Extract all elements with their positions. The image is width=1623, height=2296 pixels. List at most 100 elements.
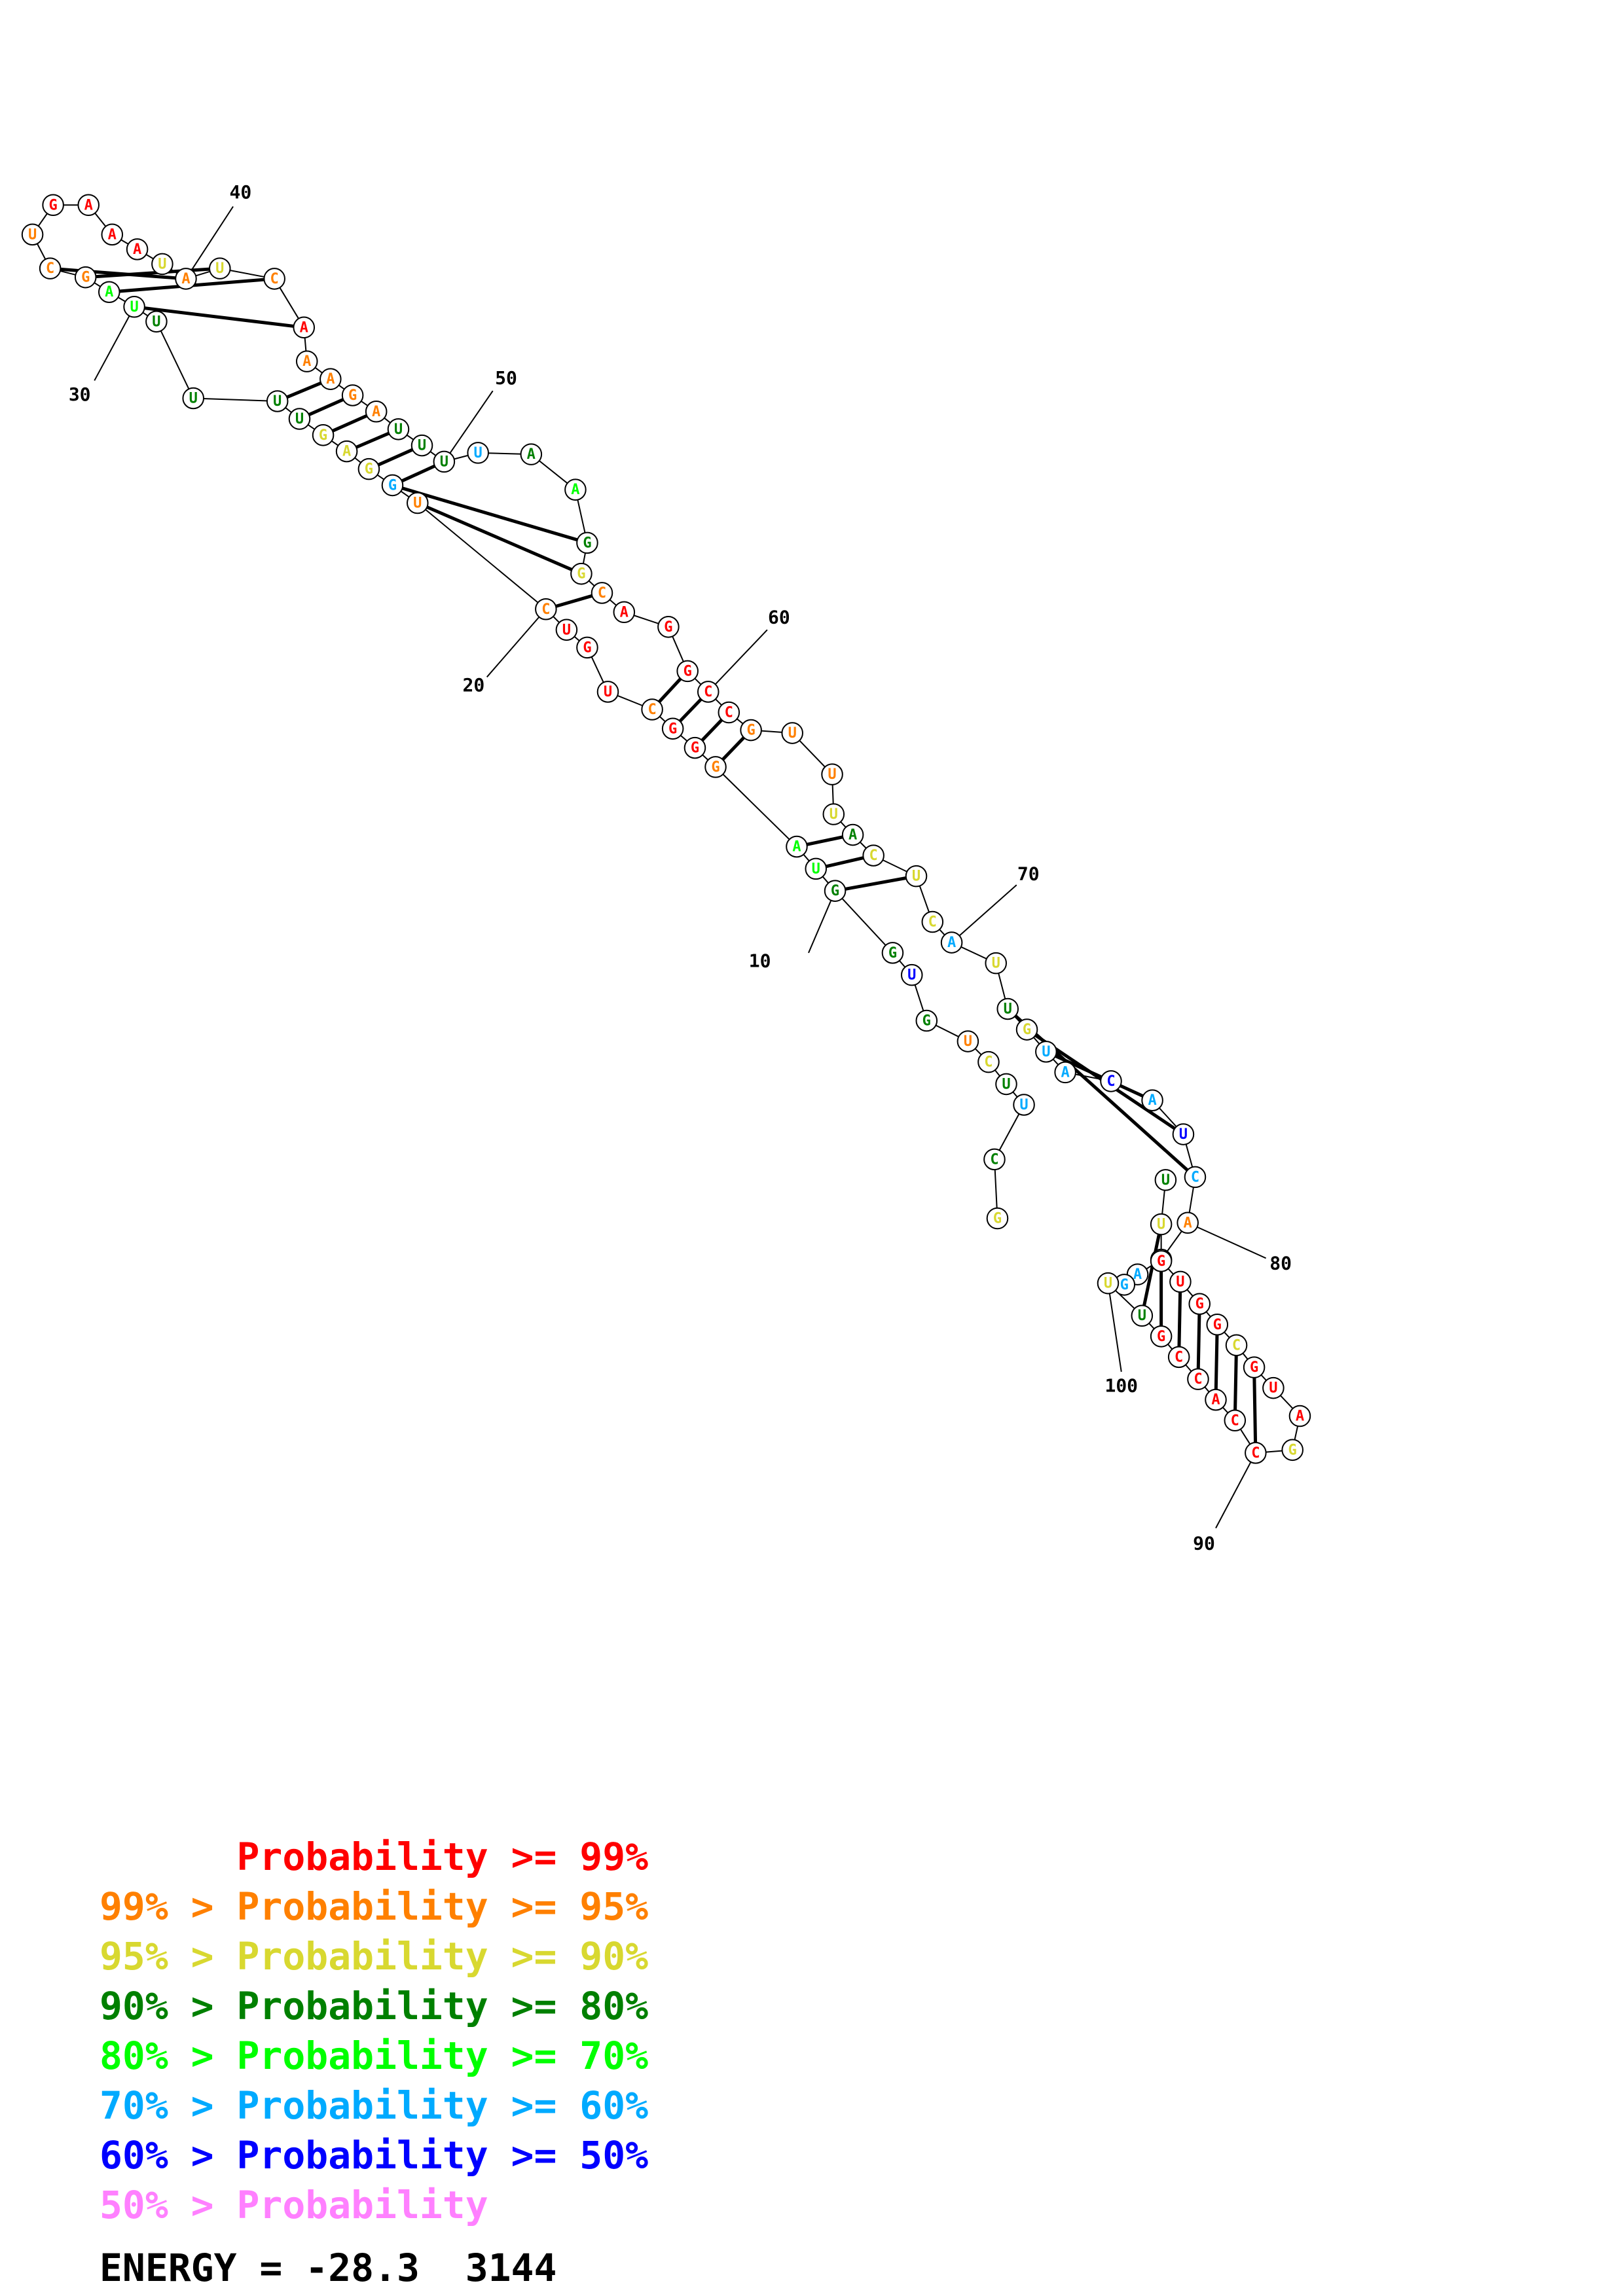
- nucleotide-letter: A: [527, 446, 536, 463]
- nucleotide-circle: [175, 268, 197, 290]
- nucleotide-64: U: [821, 763, 843, 785]
- nucleotide-74: U: [1035, 1041, 1057, 1063]
- nucleotide-circle: [704, 756, 727, 778]
- nucleotide-47: A: [365, 400, 388, 423]
- nucleotide-circle: [433, 450, 456, 473]
- base-pair-line: [134, 305, 304, 329]
- nucleotide-letter: A: [1296, 1408, 1304, 1424]
- nucleotide-circle: [786, 835, 808, 858]
- nucleotide-letter: G: [348, 387, 357, 404]
- nucleotide-circle: [957, 1030, 979, 1052]
- nucleotide-letter: U: [788, 725, 797, 742]
- nucleotide-letter: U: [828, 766, 836, 783]
- nucleotide-letter: G: [319, 427, 327, 444]
- nucleotide-26: U: [288, 408, 311, 430]
- nucleotide-letter: U: [907, 967, 916, 984]
- nucleotide-94: U: [1262, 1376, 1285, 1399]
- nucleotide-39: U: [151, 253, 173, 276]
- nucleotide-letter: A: [342, 444, 351, 460]
- nucleotide-letter: A: [372, 404, 380, 420]
- nucleotide-circle: [684, 736, 706, 759]
- nucleotide-96: C: [1225, 1334, 1248, 1357]
- nucleotide-1: G: [986, 1207, 1009, 1230]
- nucleotide-letter: G: [81, 270, 90, 286]
- nucleotide-55: G: [570, 562, 593, 585]
- nucleotide-circle: [718, 701, 740, 724]
- position-tick: [1187, 1222, 1267, 1259]
- nucleotide-letter: A: [105, 284, 113, 300]
- nucleotide-letter: U: [130, 299, 138, 315]
- nucleotide-98: G: [1188, 1293, 1211, 1315]
- nucleotide-77: A: [1141, 1089, 1163, 1111]
- nucleotide-circle: [822, 803, 845, 825]
- nucleotide-letter: U: [1019, 1097, 1028, 1113]
- nucleotide-circle: [613, 601, 636, 624]
- nucleotide-circle: [293, 316, 316, 339]
- nucleotide-85: U: [1131, 1304, 1154, 1327]
- nucleotide-67: C: [862, 844, 884, 867]
- nucleotide-circle: [209, 257, 231, 279]
- nucleotide-6: U: [957, 1030, 979, 1052]
- position-tick: [443, 390, 494, 462]
- position-tick: [808, 890, 836, 954]
- nucleotide-circle: [266, 390, 289, 412]
- nucleotide-24: A: [335, 440, 358, 463]
- backbone-segment: [834, 890, 894, 954]
- nucleotide-letter: C: [869, 848, 878, 864]
- nucleotide-letter: U: [964, 1033, 972, 1050]
- backbone-segment: [155, 321, 194, 399]
- nucleotide-circle: [381, 474, 404, 497]
- base-pair-line: [1177, 1282, 1182, 1357]
- nucleotide-letter: C: [1251, 1445, 1260, 1462]
- nucleotide-100: G: [1150, 1250, 1173, 1272]
- nucleotide-87: C: [1167, 1346, 1190, 1369]
- nucleotide-letter: C: [647, 702, 656, 718]
- nucleotide-circle: [98, 281, 120, 303]
- nucleotide-letter: C: [725, 705, 733, 721]
- nucleotide-letter: G: [993, 1211, 1002, 1227]
- nucleotide-circle: [985, 952, 1007, 975]
- nucleotide-42: C: [263, 268, 285, 290]
- nucleotide-29: U: [145, 310, 168, 333]
- nucleotide-letter: G: [583, 535, 591, 551]
- position-tick: [1107, 1283, 1122, 1372]
- nucleotide-circle: [182, 387, 205, 410]
- nucleotide-letter: U: [562, 622, 571, 638]
- nucleotide-56: C: [591, 582, 613, 604]
- nucleotide-40: A: [175, 268, 197, 290]
- nucleotide-letter: G: [388, 477, 397, 493]
- nucleotide-letter: G: [49, 197, 58, 213]
- nucleotide-circle: [263, 268, 285, 290]
- nucleotide-60: C: [697, 681, 720, 703]
- nucleotide-letter: A: [571, 482, 579, 498]
- nucleotide-letter: U: [1002, 1076, 1010, 1092]
- nucleotide-circle: [535, 598, 557, 620]
- nucleotide-circle: [387, 418, 410, 440]
- nucleotide-letter: U: [1157, 1217, 1165, 1233]
- backbone-lines: [31, 204, 1301, 1454]
- position-tick: [486, 609, 547, 678]
- nucleotide-letter: G: [365, 461, 373, 478]
- nucleotide-circle: [821, 763, 843, 785]
- nucleotide-letter: G: [1250, 1359, 1258, 1376]
- nucleotide-circle: [319, 368, 342, 390]
- nucleotide-71: U: [985, 952, 1007, 975]
- nucleotide-66: A: [841, 823, 864, 846]
- nucleotide-letter: A: [620, 604, 629, 620]
- nucleotide-letter: G: [1195, 1296, 1204, 1312]
- nucleotide-15: G: [661, 717, 684, 740]
- backbone-segment: [715, 766, 797, 848]
- nucleotide-letter: C: [46, 260, 54, 277]
- nucleotide-46: G: [341, 384, 364, 406]
- nucleotide-89: A: [1205, 1388, 1227, 1411]
- nucleotide-circle: [1187, 1368, 1209, 1390]
- nucleotide-circle: [1176, 1211, 1199, 1234]
- nucleotide-53: A: [564, 478, 587, 501]
- nucleotide-102: U: [1154, 1169, 1177, 1191]
- nucleotide-circle: [21, 223, 44, 246]
- nucleotide-circle: [596, 681, 619, 703]
- nucleotide-69: C: [921, 910, 944, 933]
- nucleotide-65: U: [822, 803, 845, 825]
- nucleotide-letter: A: [300, 319, 308, 336]
- nucleotide-circle: [805, 857, 828, 880]
